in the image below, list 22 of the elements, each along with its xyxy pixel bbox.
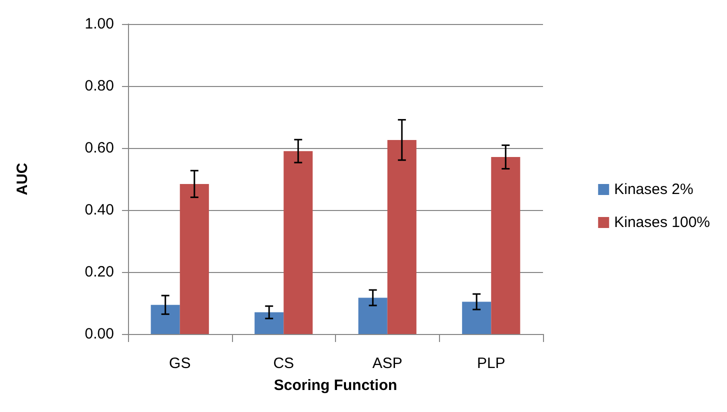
bar: [180, 184, 209, 334]
x-tick-label: PLP: [476, 355, 506, 372]
y-tick-label: 0.60: [84, 140, 114, 156]
x-tick-label: CS: [273, 355, 294, 372]
legend-label: Kinases 100%: [614, 214, 710, 231]
y-tick-label: 0.40: [84, 202, 114, 218]
x-axis-title: Scoring Function: [274, 377, 398, 394]
bar: [358, 298, 388, 334]
bar: [462, 302, 492, 334]
x-tick-label: ASP: [372, 355, 402, 372]
y-tick-label: 0.00: [84, 326, 114, 342]
y-tick-label: 1.00: [84, 16, 114, 32]
y-tick-label: 0.20: [84, 264, 114, 280]
bar: [254, 312, 284, 334]
x-tick-label: GS: [169, 355, 191, 372]
legend-label: Kinases 2%: [614, 181, 694, 198]
bar: [387, 140, 416, 334]
y-axis-title: AUC: [14, 162, 31, 196]
bar: [284, 151, 313, 334]
y-tick-label: 0.80: [84, 78, 114, 94]
bar: [491, 156, 520, 334]
bar: [150, 304, 180, 334]
